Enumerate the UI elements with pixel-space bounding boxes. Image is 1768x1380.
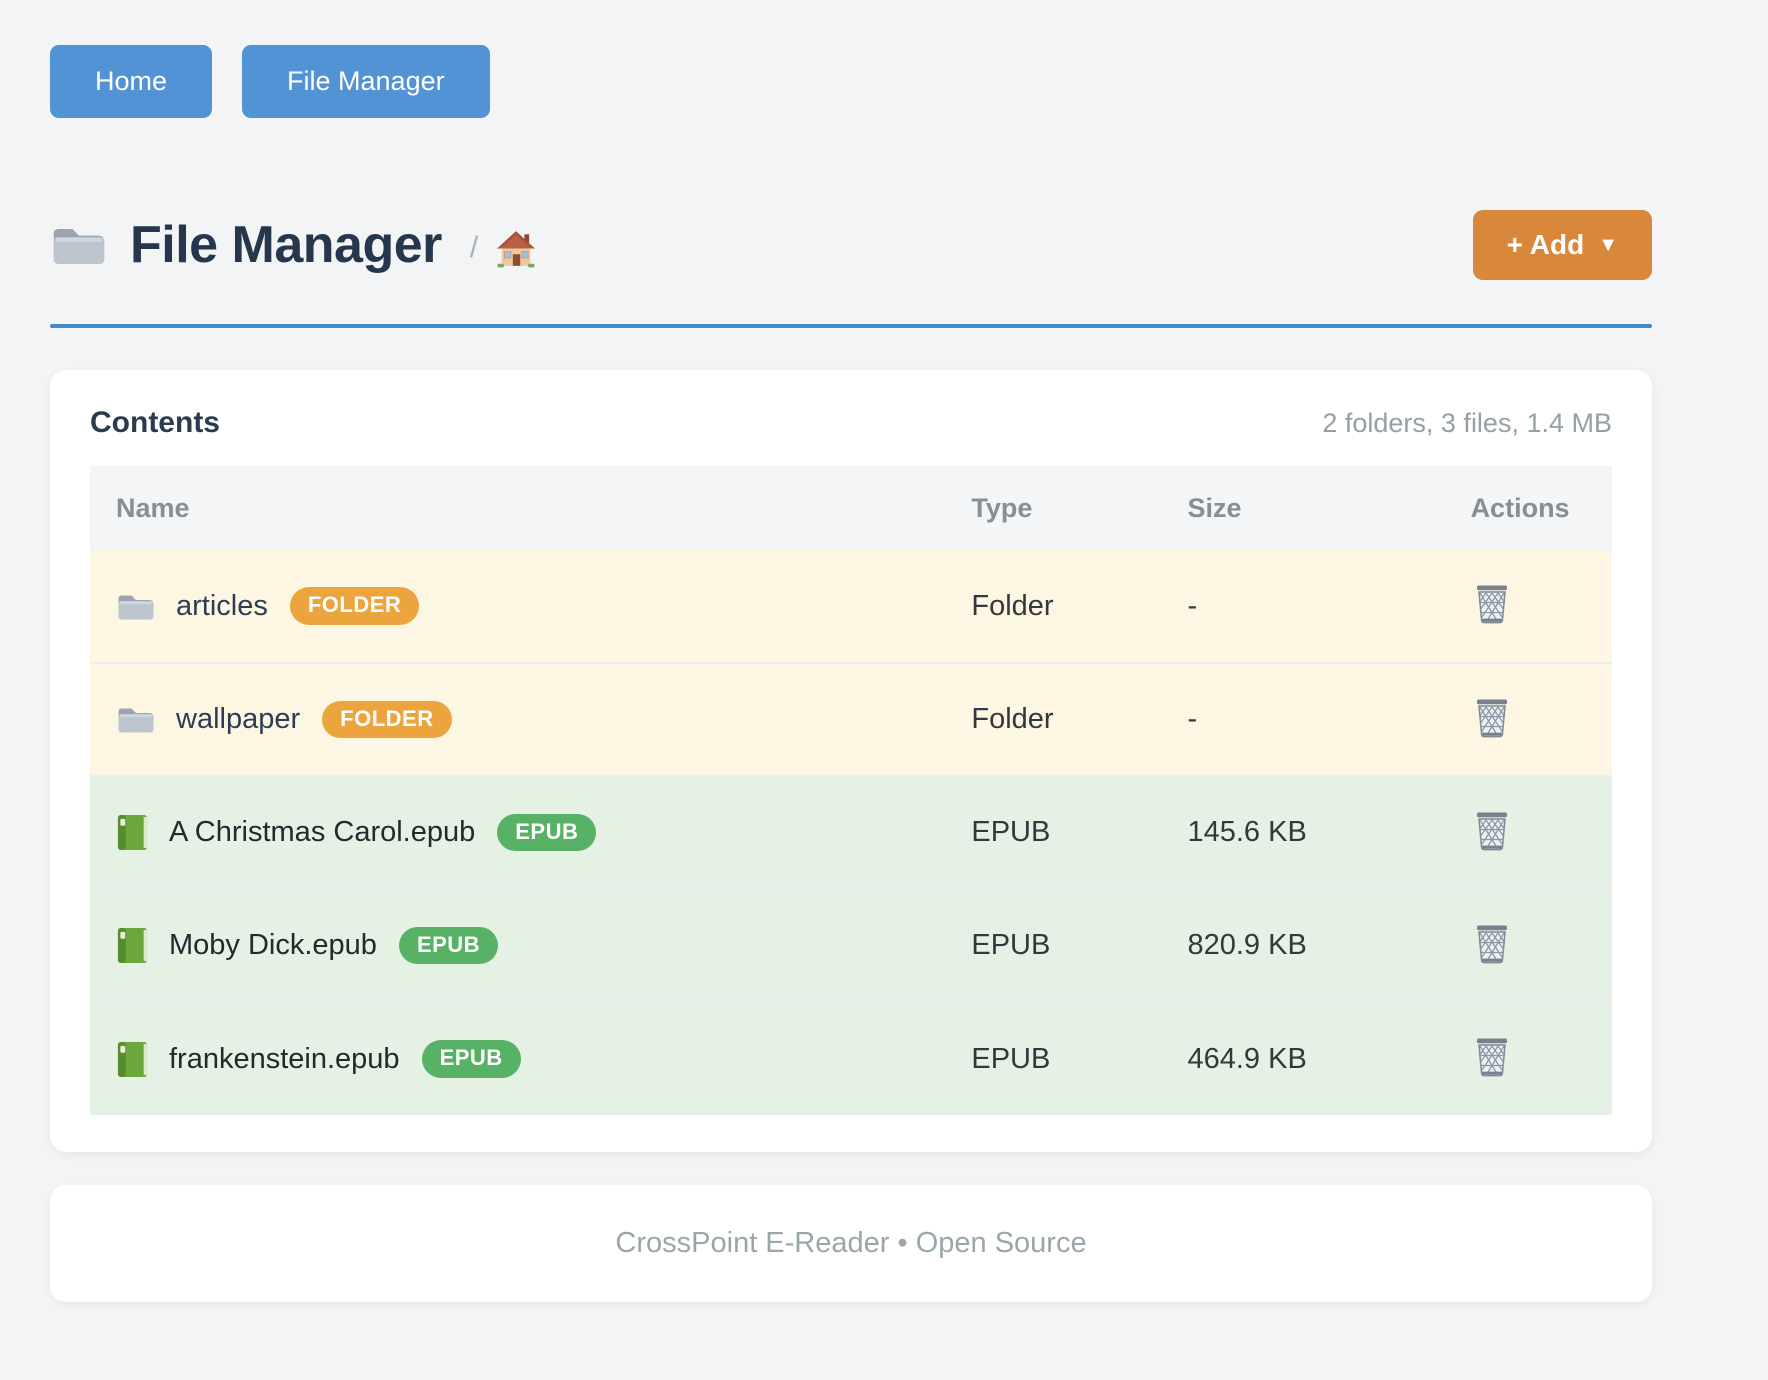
page-header: File Manager / + Add ▼ xyxy=(50,210,1652,280)
page: Home File Manager File Manager / xyxy=(50,0,1652,1302)
top-nav: Home File Manager xyxy=(50,45,1652,118)
delete-button[interactable] xyxy=(1471,920,1513,966)
type-badge: FOLDER xyxy=(289,587,420,625)
file-table: Name Type Size Actions xyxy=(90,466,1612,1115)
column-header-type: Type xyxy=(945,466,1162,550)
contents-card: Contents 2 folders, 3 files, 1.4 MB Name… xyxy=(50,370,1652,1152)
footer-text: CrossPoint E-Reader • Open Source xyxy=(615,1227,1087,1259)
table-row[interactable]: Moby Dick.epub EPUB EPUB 820.9 KB xyxy=(90,888,1612,1002)
green-book-icon xyxy=(116,927,149,964)
column-header-actions: Actions xyxy=(1444,466,1612,550)
folder-icon xyxy=(116,703,156,736)
cell-type: Folder xyxy=(945,662,1162,776)
green-book-icon xyxy=(116,1041,149,1078)
cell-size: 464.9 KB xyxy=(1161,1001,1445,1115)
folder-icon xyxy=(50,221,108,269)
trash-icon xyxy=(1473,922,1511,964)
file-table-body: articles FOLDER Folder - xyxy=(90,550,1612,1115)
delete-button[interactable] xyxy=(1471,1033,1513,1079)
column-header-name: Name xyxy=(90,466,946,550)
green-book-icon xyxy=(116,814,149,851)
file-name: frankenstein.epub xyxy=(169,1042,400,1075)
table-header-row: Name Type Size Actions xyxy=(90,466,1612,550)
nav-button-home[interactable]: Home xyxy=(50,45,213,118)
cell-size: - xyxy=(1161,662,1445,776)
file-name: A Christmas Carol.epub xyxy=(169,816,476,848)
cell-size: 145.6 KB xyxy=(1161,775,1445,889)
contents-summary: 2 folders, 3 files, 1.4 MB xyxy=(1322,408,1612,438)
type-badge: EPUB xyxy=(421,1040,521,1078)
house-icon[interactable] xyxy=(496,230,536,268)
delete-button[interactable] xyxy=(1471,807,1513,853)
cell-size: - xyxy=(1161,550,1445,663)
trash-icon xyxy=(1473,582,1511,624)
cell-size: 820.9 KB xyxy=(1161,888,1445,1002)
add-button[interactable]: + Add ▼ xyxy=(1472,210,1652,280)
trash-icon xyxy=(1473,696,1511,738)
table-row[interactable]: A Christmas Carol.epub EPUB EPUB 145.6 K… xyxy=(90,775,1612,889)
cell-type: EPUB xyxy=(945,888,1162,1002)
file-name: wallpaper xyxy=(176,703,301,735)
cell-type: EPUB xyxy=(945,1001,1162,1115)
type-badge: EPUB xyxy=(497,813,597,852)
file-name: articles xyxy=(176,589,268,622)
nav-button-file-manager[interactable]: File Manager xyxy=(242,45,490,118)
add-button-label: + Add xyxy=(1506,229,1585,260)
footer: CrossPoint E-Reader • Open Source xyxy=(50,1185,1652,1302)
chevron-down-icon: ▼ xyxy=(1598,233,1618,256)
file-name: Moby Dick.epub xyxy=(169,929,377,961)
table-row[interactable]: articles FOLDER Folder - xyxy=(90,550,1612,663)
table-row[interactable]: wallpaper FOLDER Folder - xyxy=(90,662,1612,776)
breadcrumb-separator: / xyxy=(469,231,479,264)
column-header-size: Size xyxy=(1161,466,1445,550)
cell-type: Folder xyxy=(945,550,1162,663)
delete-button[interactable] xyxy=(1471,694,1513,740)
trash-icon xyxy=(1473,809,1511,851)
folder-icon xyxy=(116,590,156,623)
type-badge: EPUB xyxy=(398,926,499,965)
page-title: File Manager xyxy=(130,216,442,274)
trash-icon xyxy=(1473,1035,1511,1077)
type-badge: FOLDER xyxy=(322,700,452,739)
header-divider xyxy=(50,324,1652,328)
contents-title: Contents xyxy=(90,406,220,439)
cell-type: EPUB xyxy=(945,775,1162,889)
delete-button[interactable] xyxy=(1471,580,1513,626)
table-row[interactable]: frankenstein.epub EPUB EPUB 464.9 KB xyxy=(90,1001,1612,1115)
